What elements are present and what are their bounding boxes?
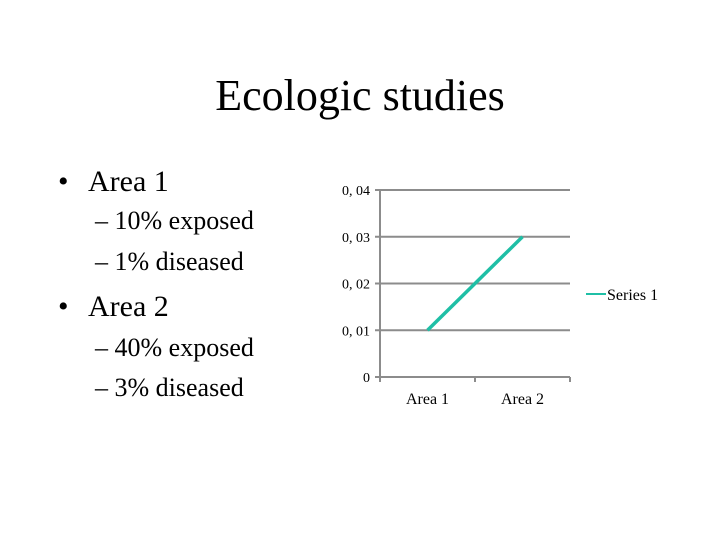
y-tick-labels: 0 0, 01 0, 02 0, 03 0, 04 xyxy=(342,184,370,386)
sub-dash: – xyxy=(95,247,115,276)
chart-series xyxy=(426,235,524,332)
y-tick-label: 0, 04 xyxy=(342,184,370,199)
sub-bullet-text: 1% diseased xyxy=(114,247,244,276)
slide-title: Ecologic studies xyxy=(215,71,505,120)
bullet-label: Area 1 xyxy=(88,165,169,198)
sub-bullet-text: 3% diseased xyxy=(114,373,244,402)
bullet-area-2: • Area 2 xyxy=(58,290,169,324)
x-tick-labels: Area 1 Area 2 xyxy=(406,391,544,408)
x-tick-label: Area 1 xyxy=(406,391,449,408)
sub-dash: – xyxy=(95,206,115,235)
series-line xyxy=(426,235,524,332)
y-tick-label: 0 xyxy=(363,371,370,386)
bullet-label: Area 2 xyxy=(88,290,169,323)
sub-dash: – xyxy=(95,373,115,402)
chart-axes xyxy=(379,190,571,382)
sub-bullet-text: 10% exposed xyxy=(114,206,254,235)
legend-label: Series 1 xyxy=(607,287,658,304)
bullet-dot: • xyxy=(58,165,69,198)
x-tick-label: Area 2 xyxy=(501,391,544,408)
sub-dash: – xyxy=(95,333,115,362)
chart-legend: Series 1 xyxy=(586,287,658,304)
chart-gridlines xyxy=(375,189,570,378)
y-tick-label: 0, 03 xyxy=(342,231,370,246)
bullet-dot: • xyxy=(58,290,69,323)
sub-bullet: – 3% diseased xyxy=(95,373,244,403)
sub-bullet: – 10% exposed xyxy=(95,206,254,236)
bullet-area-1: • Area 1 xyxy=(58,165,169,199)
sub-bullet: – 1% diseased xyxy=(95,247,244,277)
y-tick-label: 0, 02 xyxy=(342,278,370,293)
sub-bullet: – 40% exposed xyxy=(95,333,254,363)
y-tick-label: 0, 01 xyxy=(342,324,370,339)
bullet-list: • Area 1 – 10% exposed – 1% diseased • Are… xyxy=(0,0,320,540)
line-chart: 0 0, 01 0, 02 0, 03 0, 04 Area 1 Area 2 Serie… xyxy=(342,184,658,408)
sub-bullet-text: 40% exposed xyxy=(114,333,254,362)
